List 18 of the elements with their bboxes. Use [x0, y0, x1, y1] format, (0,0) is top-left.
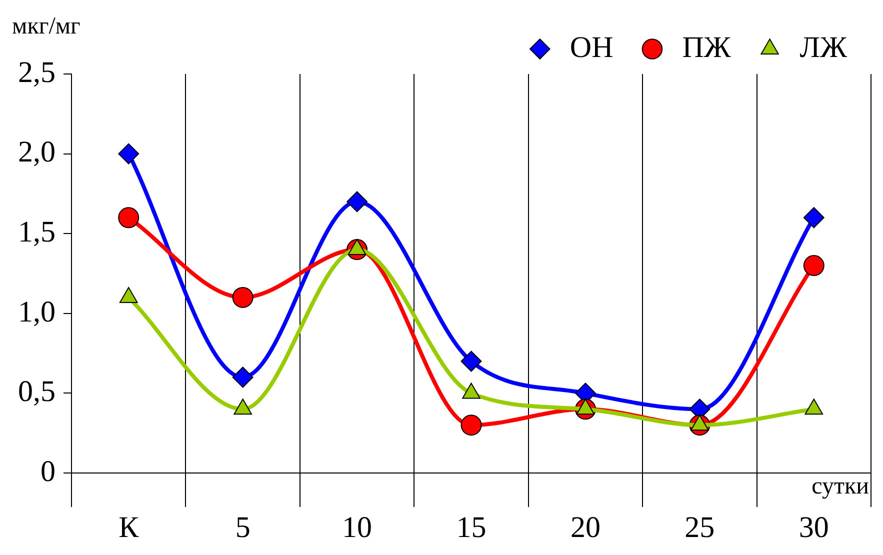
x-tick-label: 5: [235, 510, 250, 544]
legend-label: ПЖ: [682, 30, 731, 64]
y-tick-label: 1,0: [18, 295, 56, 328]
y-tick-label: 0: [40, 454, 56, 488]
x-tick-label: 15: [456, 510, 486, 544]
x-axis-title: сутки: [812, 473, 870, 500]
legend-label: ОН: [570, 30, 614, 64]
y-tick-label: 0,5: [18, 375, 56, 408]
y-axis-title: мкг/мг: [12, 13, 81, 40]
x-tick-label: 10: [342, 510, 372, 544]
y-tick-label: 1,5: [18, 215, 56, 248]
x-tick-label: 20: [570, 510, 600, 544]
y-tick-label: 2,5: [18, 56, 56, 89]
legend-label: ЛЖ: [800, 30, 848, 64]
x-tick-label: К: [118, 510, 140, 544]
y-tick-label: 2,0: [18, 136, 56, 169]
x-tick-label: 30: [798, 510, 829, 544]
x-tick-label: 25: [684, 510, 715, 544]
